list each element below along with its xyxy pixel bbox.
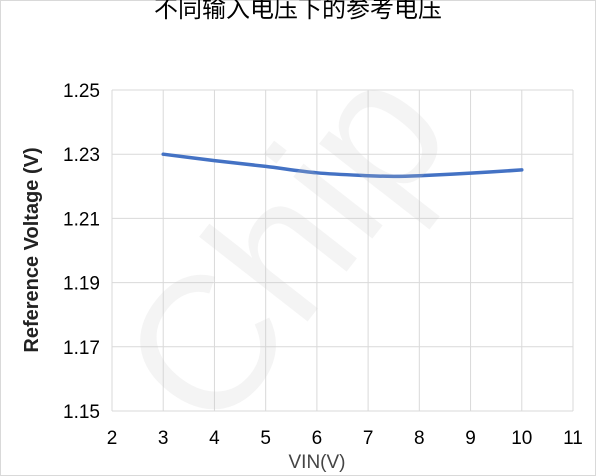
x-tick-label: 10 bbox=[511, 428, 532, 449]
y-tick-label: 1.19 bbox=[63, 274, 100, 295]
x-tick-label: 4 bbox=[209, 428, 220, 449]
x-tick-label: 11 bbox=[563, 428, 583, 449]
chart-title: 不同输入电压下的参考电压 bbox=[154, 0, 442, 23]
x-tick-label: 3 bbox=[158, 428, 169, 449]
x-tick-labels: 2 3 4 5 6 7 8 9 10 11 bbox=[107, 428, 583, 449]
x-tick-label: 5 bbox=[260, 428, 271, 449]
x-axis-label: VIN(V) bbox=[289, 452, 346, 473]
y-tick-label: 1.17 bbox=[63, 338, 100, 359]
x-tick-label: 6 bbox=[312, 428, 323, 449]
y-axis-label: Reference Voltage (V) bbox=[21, 147, 43, 352]
x-tick-label: 8 bbox=[414, 428, 425, 449]
y-tick-label: 1.23 bbox=[63, 145, 100, 166]
x-tick-label: 2 bbox=[107, 428, 118, 449]
grid bbox=[111, 89, 574, 412]
y-tick-label: 1.15 bbox=[63, 402, 100, 423]
series-layer bbox=[161, 152, 524, 179]
x-tick-label: 9 bbox=[465, 428, 476, 449]
y-tick-label: 1.21 bbox=[63, 209, 100, 230]
series-line bbox=[161, 152, 524, 179]
x-tick-label: 7 bbox=[363, 428, 374, 449]
y-tick-labels: 1.15 1.17 1.19 1.21 1.23 1.25 bbox=[63, 81, 100, 423]
y-tick-label: 1.25 bbox=[63, 81, 100, 102]
